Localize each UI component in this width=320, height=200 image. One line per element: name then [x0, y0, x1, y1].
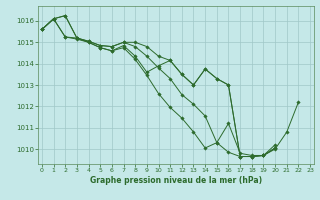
X-axis label: Graphe pression niveau de la mer (hPa): Graphe pression niveau de la mer (hPa): [90, 176, 262, 185]
